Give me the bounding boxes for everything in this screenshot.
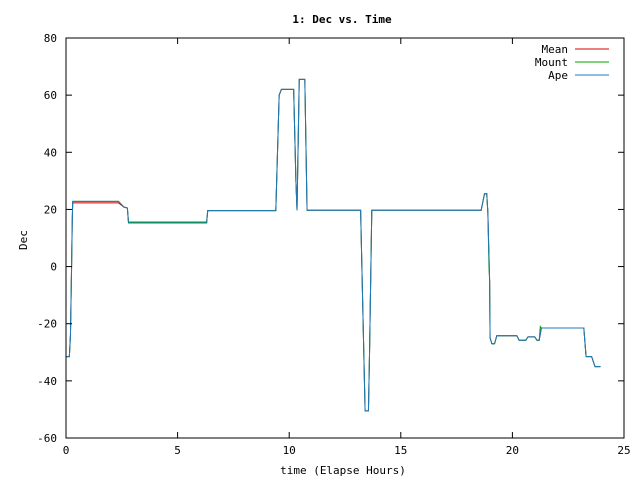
y-axis-ticks: -60 -40 -20 0 20 40 60 80 xyxy=(37,32,624,445)
y-tick-label: 60 xyxy=(44,89,57,102)
x-tick-label: 5 xyxy=(174,444,181,457)
y-tick-label: 20 xyxy=(44,203,57,216)
chart-title: 1: Dec vs. Time xyxy=(292,13,392,26)
x-axis-label: time (Elapse Hours) xyxy=(280,464,406,477)
series-line-ape xyxy=(66,78,601,412)
x-tick-label: 25 xyxy=(617,444,630,457)
y-tick-label: -60 xyxy=(37,432,57,445)
y-tick-label: -20 xyxy=(37,318,57,331)
x-tick-label: 10 xyxy=(283,444,296,457)
y-tick-label: 80 xyxy=(44,32,57,45)
y-tick-label: -40 xyxy=(37,375,57,388)
y-tick-label: 0 xyxy=(50,261,57,274)
x-axis-ticks: 0 5 10 15 20 25 xyxy=(63,38,631,457)
x-tick-label: 0 xyxy=(63,444,70,457)
plot-series xyxy=(66,78,601,412)
legend-label-ape: Ape xyxy=(548,69,568,82)
x-tick-label: 15 xyxy=(394,444,407,457)
legend-label-mean: Mean xyxy=(542,43,569,56)
legend-label-mount: Mount xyxy=(535,56,568,69)
y-axis-label: Dec xyxy=(17,230,30,250)
plot-frame xyxy=(65,37,625,439)
y-tick-label: 40 xyxy=(44,146,57,159)
x-tick-label: 20 xyxy=(506,444,519,457)
